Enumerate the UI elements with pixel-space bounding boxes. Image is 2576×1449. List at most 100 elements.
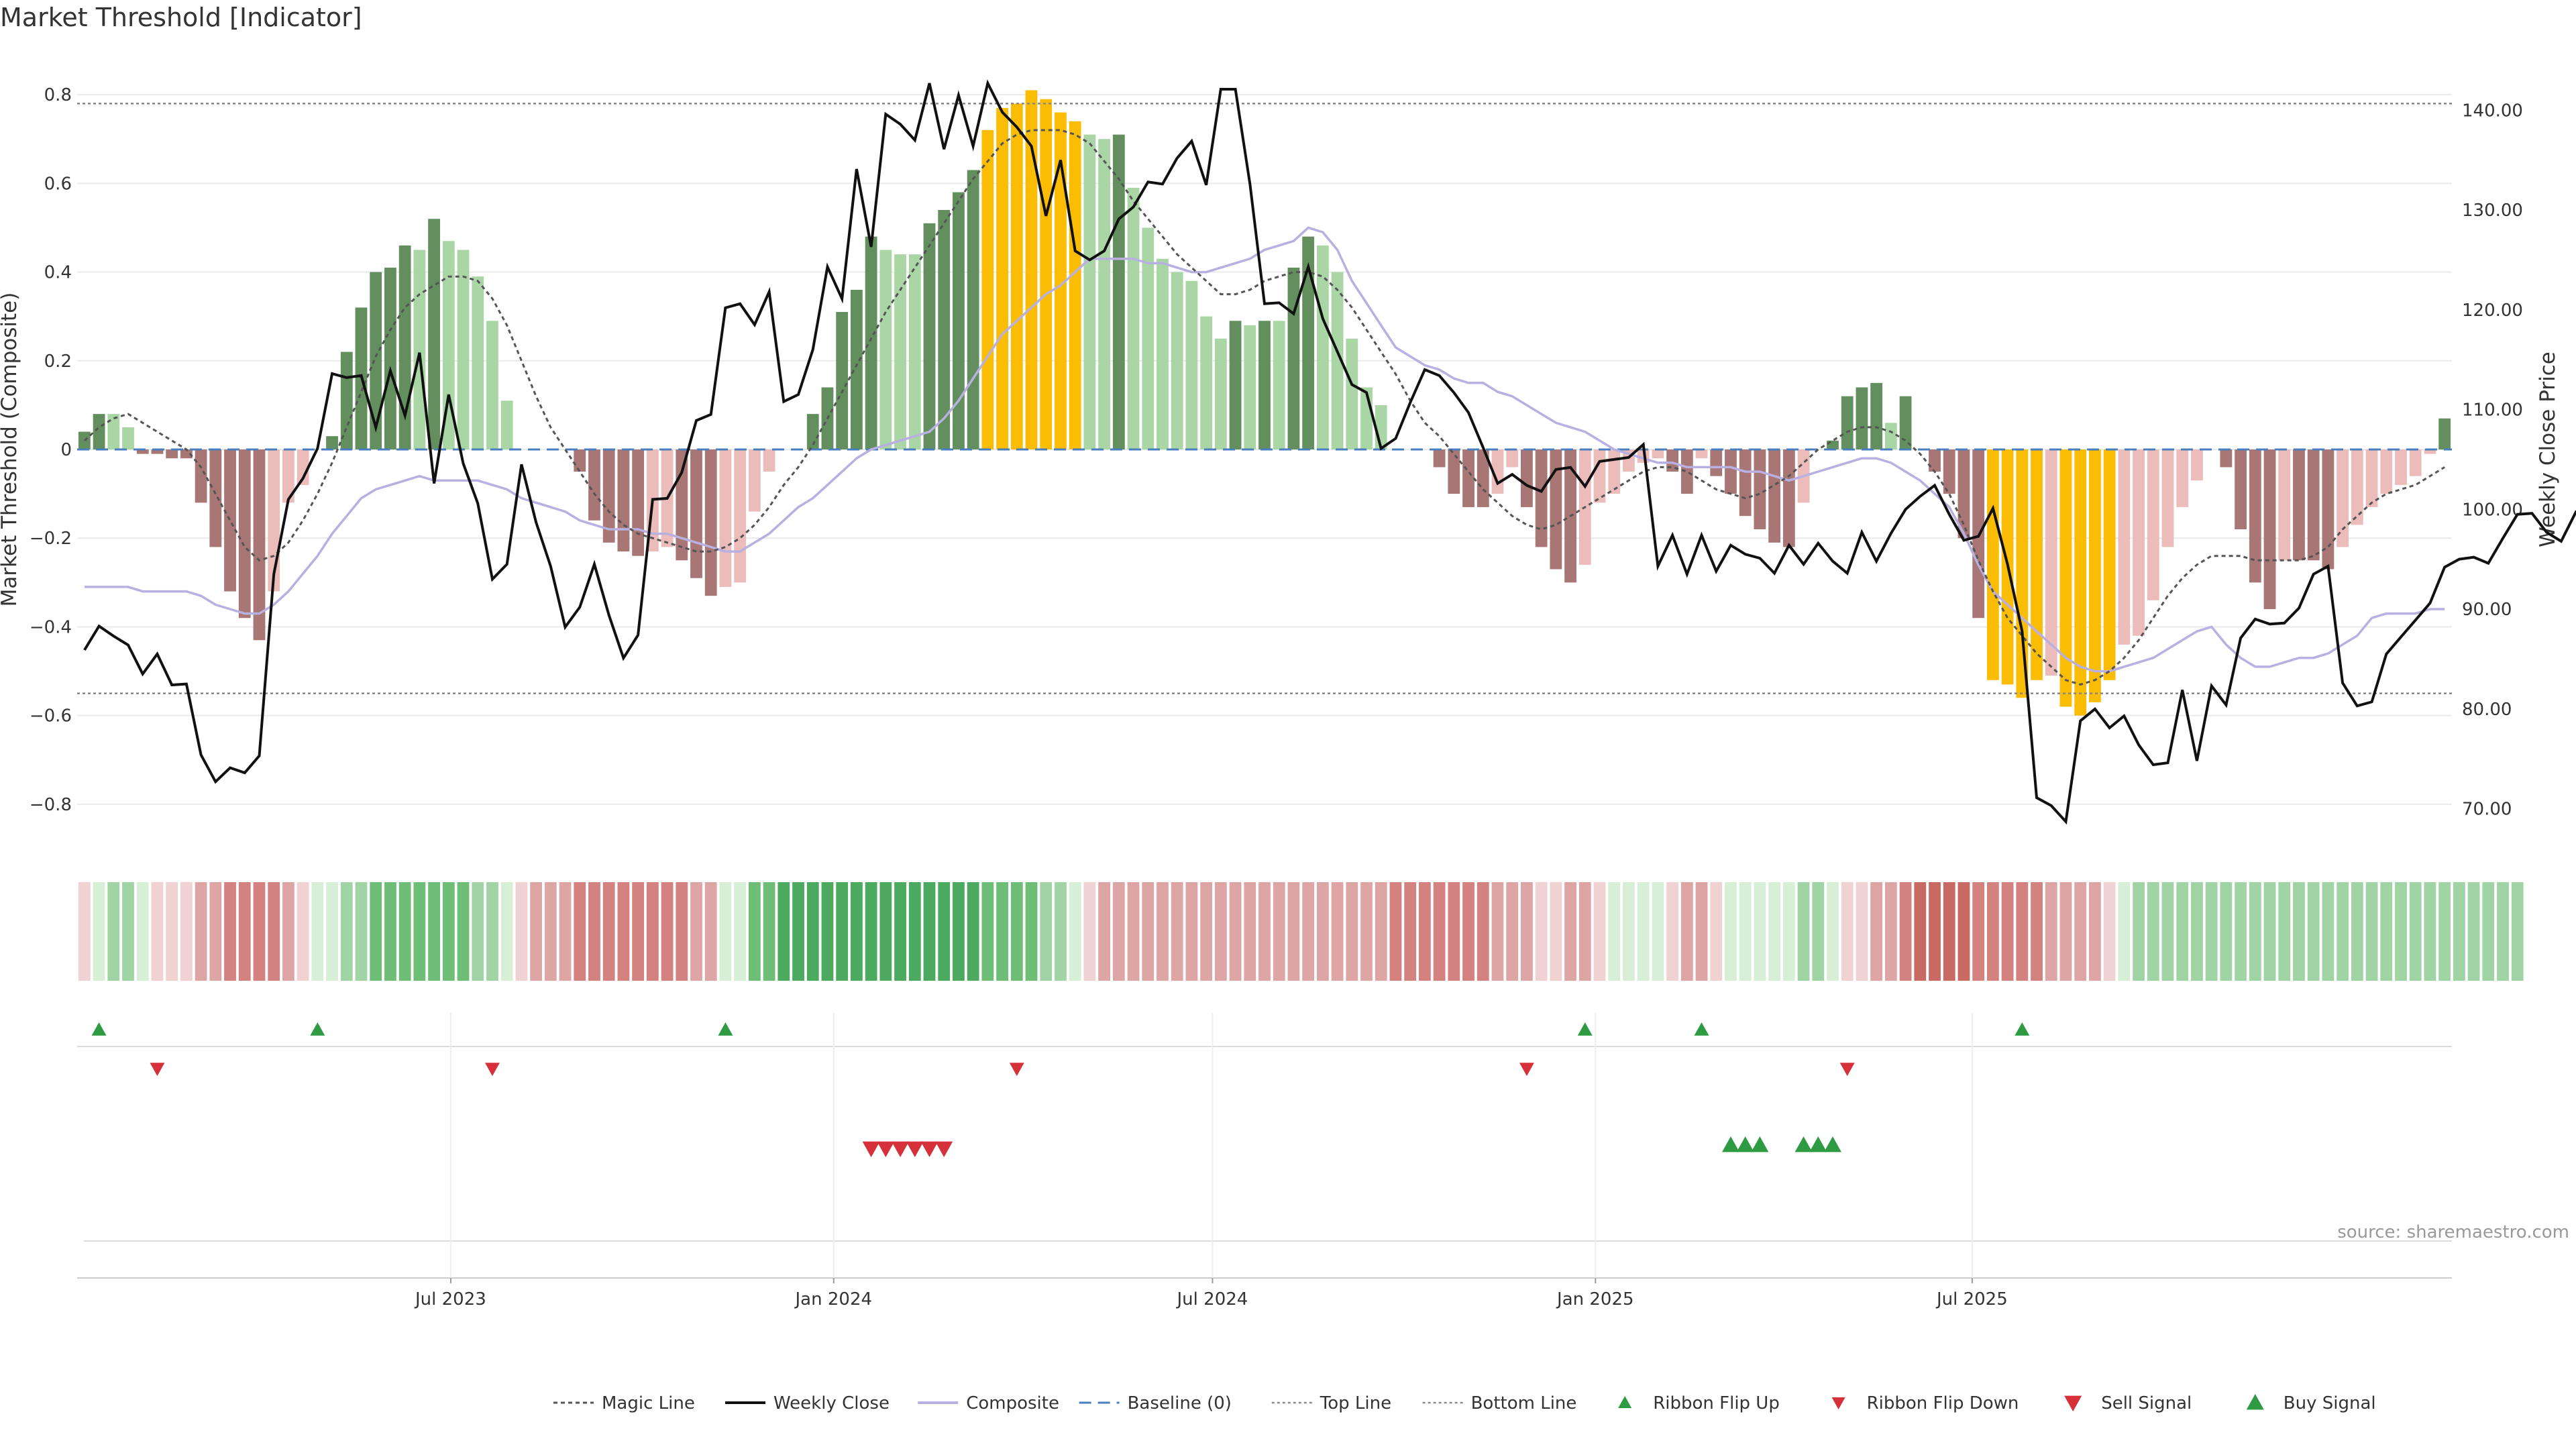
- legend-label: Composite: [966, 1393, 1059, 1413]
- ribbon-cell: [1870, 882, 1883, 981]
- legend-swatch-marker: [1831, 1397, 1845, 1409]
- ribbon-cell: [923, 882, 936, 981]
- ribbon-cell: [1433, 882, 1446, 981]
- y-tick-label-left: −0.4: [30, 617, 72, 637]
- ribbon-cell: [2161, 882, 2174, 981]
- threshold-bar: [1025, 90, 1038, 449]
- legend-item: Weekly Close: [725, 1393, 890, 1413]
- threshold-bar: [1521, 449, 1533, 507]
- y-tick-label-right: 80.00: [2462, 700, 2512, 720]
- threshold-bar: [2307, 449, 2320, 561]
- threshold-bar: [1244, 325, 1256, 449]
- ribbon-cell: [2118, 882, 2131, 981]
- legend-item: Magic Line: [553, 1393, 695, 1413]
- threshold-bar: [1214, 338, 1227, 449]
- y-axis-label-right: Weekly Close Price: [2536, 352, 2560, 547]
- ribbon-flip-down-marker: [1519, 1063, 1534, 1076]
- buy-signal-marker: [1721, 1136, 1739, 1152]
- composite-line: [84, 226, 2445, 673]
- ribbon-cell: [1608, 882, 1621, 981]
- threshold-bar: [1710, 449, 1723, 476]
- threshold-bar: [1841, 396, 1854, 449]
- ribbon-cell: [806, 882, 819, 981]
- ribbon-cell: [981, 882, 994, 981]
- ribbon-cell: [1506, 882, 1519, 981]
- ribbon-cell: [1739, 882, 1752, 981]
- threshold-bar: [836, 312, 849, 449]
- y-tick-label-left: −0.8: [30, 795, 72, 815]
- ribbon-cell: [1273, 882, 1285, 981]
- y-tick-label-left: 0.6: [44, 174, 72, 194]
- threshold-bar: [1929, 449, 1941, 472]
- legend-item: Bottom Line: [1422, 1393, 1576, 1413]
- y-tick-label-right: 70.00: [2462, 800, 2512, 820]
- threshold-bar: [1127, 187, 1140, 449]
- threshold-bar: [1185, 280, 1198, 449]
- threshold-bar: [879, 250, 892, 449]
- ribbon-cell: [1578, 882, 1591, 981]
- ribbon-cell: [2191, 882, 2203, 981]
- ribbon-cell: [588, 882, 600, 981]
- sell-signal-marker: [892, 1141, 910, 1157]
- ribbon-cell: [574, 882, 586, 981]
- threshold-bar: [2191, 449, 2203, 481]
- legend-swatch-marker: [2064, 1395, 2082, 1411]
- ribbon-cell: [1972, 882, 1985, 981]
- threshold-bar: [2438, 418, 2451, 449]
- threshold-bar: [1739, 449, 1752, 517]
- y-tick-label-right: 120.00: [2462, 301, 2523, 321]
- threshold-bar: [806, 414, 819, 449]
- threshold-bar: [1171, 272, 1183, 449]
- ribbon-cell: [1680, 882, 1693, 981]
- magic-line: [83, 129, 2445, 686]
- ribbon-cell: [1185, 882, 1198, 981]
- ribbon-cell: [1360, 882, 1373, 981]
- ribbon-cell: [690, 882, 702, 981]
- ribbon-cell: [1884, 882, 1897, 981]
- threshold-bar: [1229, 321, 1242, 449]
- ribbon-flip-down-marker: [150, 1063, 165, 1076]
- threshold-bar: [2147, 449, 2159, 600]
- legend-label: Weekly Close: [773, 1393, 890, 1413]
- ribbon-cell: [1535, 882, 1548, 981]
- legend-item: Sell Signal: [2064, 1393, 2192, 1413]
- x-tick-label: Jan 2025: [1556, 1289, 1634, 1309]
- ribbon-cell: [996, 882, 1008, 981]
- ribbon-cell: [792, 882, 804, 981]
- threshold-bar: [1608, 449, 1621, 494]
- threshold-bar: [1112, 134, 1125, 449]
- threshold-bar: [1550, 449, 1562, 570]
- threshold-bar: [2322, 449, 2334, 570]
- sell-signal-marker: [935, 1141, 953, 1157]
- ribbon-cell: [1025, 882, 1038, 981]
- y-tick-label-right: 90.00: [2462, 600, 2512, 620]
- threshold-bar: [2089, 449, 2101, 702]
- threshold-bar: [632, 449, 645, 556]
- ribbon-cell: [748, 882, 761, 981]
- threshold-bar: [2424, 449, 2436, 454]
- ribbon-cell: [2176, 882, 2189, 981]
- y-tick-label-left: 0.2: [44, 352, 72, 372]
- ribbon-cell: [413, 882, 426, 981]
- ribbon-cell: [1754, 882, 1766, 981]
- ribbon-cell: [2045, 882, 2057, 981]
- threshold-bar: [78, 431, 91, 449]
- ribbon-cell: [1375, 882, 1387, 981]
- threshold-bar: [938, 210, 951, 449]
- ribbon-cell: [1069, 882, 1081, 981]
- threshold-bar: [1986, 449, 1999, 680]
- ribbon-cell: [2001, 882, 2014, 981]
- ribbon-cell: [209, 882, 222, 981]
- ribbon-cell: [2133, 882, 2145, 981]
- ribbon-cell: [763, 882, 775, 981]
- ribbon-cell: [1841, 882, 1854, 981]
- y-tick-label-right: 110.00: [2462, 400, 2523, 421]
- threshold-bar: [2045, 449, 2057, 676]
- ribbon-cell: [122, 882, 134, 981]
- threshold-bar: [2337, 449, 2349, 547]
- ribbon-cell: [632, 882, 645, 981]
- threshold-bar: [1462, 449, 1474, 507]
- ribbon-cell: [1316, 882, 1329, 981]
- ribbon-cell: [500, 882, 513, 981]
- threshold-bar: [2278, 449, 2291, 561]
